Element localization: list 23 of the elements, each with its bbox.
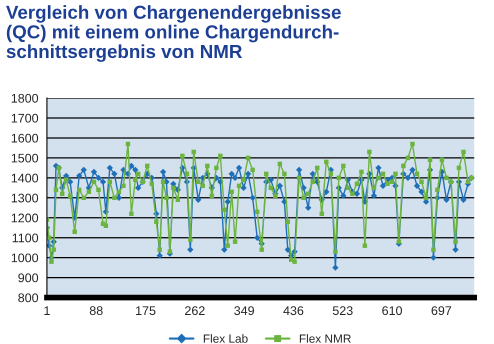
x-tick-label: 88 [90,306,103,316]
x-tick-label: 697 [432,306,452,316]
chart-title: Vergleich von Chargenendergebnisse (QC) mit einem online Chargendurch- schnittsergebnis von NMR [6,5,341,62]
x-tick-label: 523 [332,306,353,316]
y-tick-label: 1000 [12,253,38,262]
y-tick-label: 1100 [12,234,38,242]
y-tick-label: 1700 [12,114,38,123]
legend-label: Flex Lab [204,334,248,343]
y-tick-label: 1600 [12,134,38,143]
y-tick-label: 1500 [12,154,38,163]
x-tick-label: 175 [136,306,156,316]
y-tick-label: 800 [18,293,38,302]
x-tick-label: 436 [283,306,304,316]
y-tick-label: 1300 [12,194,38,202]
x-tick-label: 349 [234,306,254,316]
y-tick-label: 1200 [12,214,38,222]
x-tick-label: 1 [44,306,50,315]
x-tick-label: 262 [185,306,205,316]
y-tick-label: 900 [18,273,38,282]
x-tick-label: 610 [382,306,402,316]
legend-label: Flex NMR [300,334,351,343]
y-tick-label: 1400 [12,174,38,182]
y-tick-label: 1800 [12,94,38,103]
